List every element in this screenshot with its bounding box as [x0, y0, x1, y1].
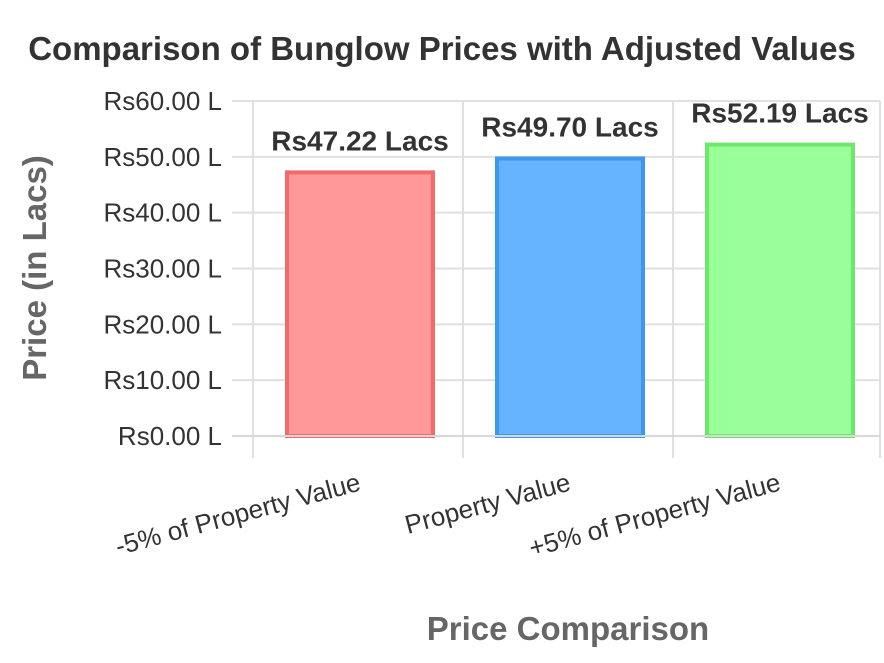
- bars: [285, 142, 855, 438]
- bar: [705, 142, 855, 438]
- x-axis-title: Price Comparison: [427, 610, 709, 647]
- bar-data-label: Rs52.19 Lacs: [691, 98, 868, 129]
- bar: [285, 170, 435, 438]
- y-tick-label: Rs50.00 L: [103, 142, 222, 172]
- y-tick-label: Rs40.00 L: [103, 198, 222, 228]
- y-tick-label: Rs10.00 L: [103, 365, 222, 395]
- bar-data-label: Rs49.70 Lacs: [481, 112, 658, 143]
- y-tick-label: Rs20.00 L: [103, 309, 222, 339]
- x-tick-label: -5% of Property Value: [112, 467, 364, 561]
- bar: [495, 156, 645, 438]
- y-tick-label: Rs30.00 L: [103, 254, 222, 284]
- bar-data-label: Rs47.22 Lacs: [271, 125, 448, 156]
- y-tick-label: Rs0.00 L: [118, 421, 222, 451]
- chart-title: Comparison of Bunglow Prices with Adjust…: [28, 30, 856, 67]
- y-tick-label: Rs60.00 L: [103, 86, 222, 116]
- y-axis-title: Price (in Lacs): [16, 155, 53, 381]
